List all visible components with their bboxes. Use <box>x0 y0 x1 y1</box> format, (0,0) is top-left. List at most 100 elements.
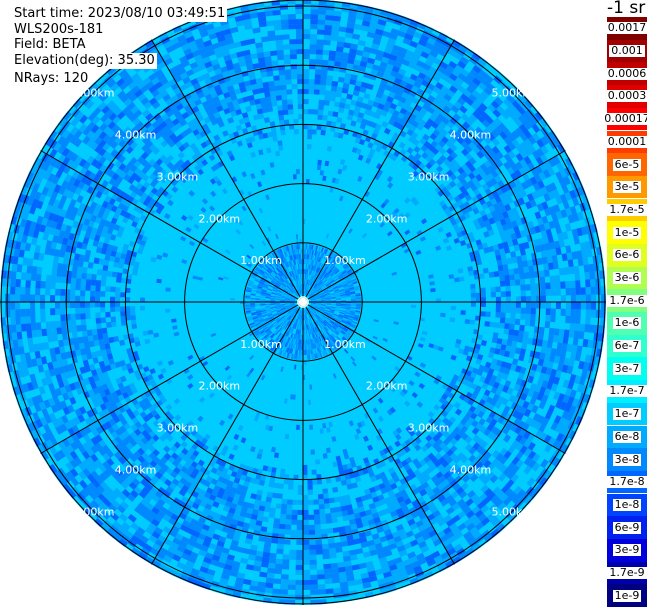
range-gate-cell <box>16 264 23 273</box>
range-gate-cell <box>327 323 332 328</box>
range-gate-cell <box>180 552 190 561</box>
range-gate-cell <box>343 453 350 460</box>
range-gate-cell <box>171 318 177 323</box>
range-gate-cell <box>125 315 131 321</box>
range-gate-cell <box>305 314 307 320</box>
range-gate-cell <box>508 351 515 359</box>
range-gate-cell <box>95 350 103 358</box>
range-gate-cell <box>314 524 321 530</box>
range-gate-cell <box>141 459 150 468</box>
range-gate-cell <box>330 320 335 324</box>
range-gate-cell <box>17 338 24 348</box>
range-gate-cell <box>349 312 355 315</box>
range-gate-cell <box>260 291 267 295</box>
range-gate-cell <box>394 440 401 448</box>
range-gate-cell <box>65 370 72 379</box>
range-gate-cell <box>296 319 299 325</box>
range-gate-cell <box>346 534 354 541</box>
range-gate-cell <box>288 315 292 320</box>
range-gate-cell <box>377 578 387 586</box>
range-gate-cell <box>587 362 595 372</box>
range-gate-cell <box>90 381 97 390</box>
range-gate-cell <box>323 320 328 325</box>
range-gate-cell <box>182 141 190 149</box>
range-gate-cell <box>574 375 582 385</box>
range-gate-cell <box>471 457 480 467</box>
range-gate-cell <box>146 490 156 499</box>
range-gate-cell <box>130 319 137 325</box>
range-gate-cell <box>271 279 277 284</box>
range-gate-cell <box>292 312 296 317</box>
range-gate-cell <box>15 309 21 318</box>
range-gate-cell <box>230 518 239 526</box>
range-gate-cell <box>317 311 323 316</box>
range-gate-cell <box>315 459 320 465</box>
range-gate-cell <box>118 456 127 465</box>
range-gate-cell <box>46 328 53 336</box>
range-gate-cell <box>377 397 384 404</box>
range-gate-cell <box>145 514 154 523</box>
range-gate-cell <box>209 178 217 185</box>
range-gate-cell <box>110 301 116 308</box>
range-gate-cell <box>257 315 263 318</box>
range-gate-cell <box>269 552 277 559</box>
range-gate-cell <box>339 581 349 588</box>
range-gate-cell <box>310 328 314 334</box>
range-gate-cell <box>106 161 115 170</box>
range-gate-cell <box>297 314 299 320</box>
range-gate-cell <box>310 304 316 306</box>
range-gate-cell <box>348 514 356 521</box>
range-gate-cell <box>253 504 260 511</box>
range-gate-cell <box>173 497 182 505</box>
range-gate-cell <box>302 519 309 525</box>
range-gate-cell <box>308 354 311 360</box>
range-gate-cell <box>404 563 414 571</box>
range-gate-cell <box>42 232 50 241</box>
range-gate-cell <box>55 301 61 309</box>
range-gate-cell <box>176 561 186 570</box>
range-gate-cell <box>30 315 36 324</box>
range-gate-cell <box>92 106 102 116</box>
range-gate-cell <box>331 25 340 32</box>
range-gate-cell <box>281 308 287 311</box>
range-gate-cell <box>232 560 241 568</box>
range-gate-cell <box>257 264 263 269</box>
range-gate-cell <box>123 98 133 107</box>
range-gate-cell <box>101 395 109 404</box>
range-gate-cell <box>241 469 248 476</box>
range-gate-cell <box>290 298 296 300</box>
range-gate-cell <box>458 490 468 499</box>
range-gate-cell <box>290 297 296 300</box>
range-gate-cell <box>82 442 91 451</box>
range-gate-cell <box>190 567 200 576</box>
range-gate-cell <box>310 344 313 350</box>
range-gate-cell <box>418 540 427 549</box>
range-gate-cell <box>366 466 373 473</box>
range-gate-cell <box>282 554 290 560</box>
range-gate-cell <box>331 30 339 37</box>
range-gate-cell <box>45 155 54 165</box>
range-gate-cell <box>286 306 291 309</box>
range-gate-cell <box>287 309 293 313</box>
range-gate-cell <box>472 389 480 397</box>
range-gate-cell <box>140 97 150 106</box>
range-gate-cell <box>310 304 316 307</box>
range-gate-cell <box>265 305 271 307</box>
range-gate-cell <box>95 290 101 297</box>
range-gate-cell <box>367 444 374 451</box>
range-gate-cell <box>126 347 133 354</box>
range-gate-cell <box>275 306 281 308</box>
range-gate-cell <box>50 389 58 398</box>
range-gate-cell <box>344 334 349 339</box>
range-gate-cell <box>223 563 233 571</box>
range-gate-cell <box>282 34 290 40</box>
range-gate-cell <box>290 311 295 316</box>
range-gate-cell <box>285 79 292 85</box>
range-gate-cell <box>159 494 169 503</box>
range-gate-cell <box>65 351 72 359</box>
range-gate-cell <box>312 316 316 322</box>
range-gate-cell <box>43 210 51 220</box>
range-gate-cell <box>324 573 333 580</box>
range-gate-cell <box>553 391 561 401</box>
range-gate-cell <box>267 567 275 574</box>
